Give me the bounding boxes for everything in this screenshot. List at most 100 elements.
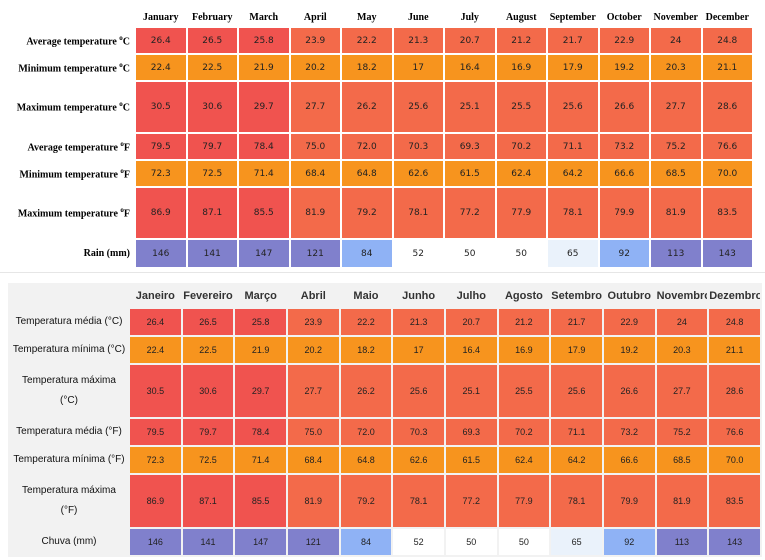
value-cell: 22.4 (130, 337, 181, 363)
value-cell: 72.5 (182, 447, 234, 473)
value-cell: 19.2 (603, 337, 655, 363)
value-cell: 141 (182, 529, 234, 555)
value-cell: 70.0 (709, 447, 760, 473)
value-cell: 72.0 (342, 134, 392, 159)
value-cell: 61.5 (445, 161, 495, 186)
value-cell: 69.3 (445, 419, 497, 445)
value-cell: 66.6 (603, 447, 655, 473)
value-cell: 79.7 (187, 134, 237, 159)
value-cell: 72.3 (130, 447, 181, 473)
value-cell: 65 (551, 529, 602, 555)
value-cell: 24 (656, 309, 708, 335)
value-cell: 75.0 (287, 419, 339, 445)
row-rain: Rain (mm) 146 141 147 121 84 52 50 50 65 92 113 143 (2, 240, 752, 267)
value-cell: 92 (603, 529, 655, 555)
value-cell: 24.8 (709, 309, 760, 335)
row-label: Temperatura média (°C) (10, 309, 128, 335)
header-row: Janeiro Fevereiro Março Abril Maio Junho Julho… (10, 285, 760, 307)
value-cell: 21.7 (551, 309, 602, 335)
month-header: February (187, 8, 237, 26)
value-cell: 29.7 (239, 82, 289, 132)
value-cell: 64.8 (342, 161, 392, 186)
month-header: Outubro (603, 285, 655, 307)
row-label: Temperatura máxima (°F) (10, 475, 128, 527)
value-cell: 147 (239, 240, 289, 267)
value-cell: 50 (498, 529, 550, 555)
month-header: August (496, 8, 546, 26)
row-label: Average temperature oC (2, 28, 134, 53)
value-cell: 70.2 (496, 134, 546, 159)
value-cell: 26.2 (340, 365, 392, 417)
month-header: Agosto (498, 285, 550, 307)
value-cell: 26.5 (187, 28, 237, 53)
value-cell: 77.9 (498, 475, 550, 527)
value-cell: 50 (445, 240, 495, 267)
value-cell: 17 (393, 55, 443, 80)
value-cell: 23.9 (287, 309, 339, 335)
row-temperatura-maxima-c: Temperatura máxima (°C) 30.5 30.6 29.7 27.7 2… (10, 365, 760, 417)
value-cell: 64.8 (340, 447, 392, 473)
value-cell: 22.2 (342, 28, 392, 53)
value-cell: 121 (290, 240, 340, 267)
value-cell: 81.9 (651, 188, 701, 238)
row-chuva: Chuva (mm) 146 141 147 121 84 52 50 50 65 92 113 14… (10, 529, 760, 555)
value-cell: 26.5 (182, 309, 234, 335)
month-header: March (239, 8, 289, 26)
value-cell: 30.6 (182, 365, 234, 417)
value-cell: 20.7 (445, 309, 497, 335)
value-cell: 50 (445, 529, 497, 555)
value-cell: 85.5 (239, 188, 289, 238)
header-row: January February March April May June July Augu… (2, 8, 752, 26)
value-cell: 79.9 (599, 188, 649, 238)
month-header: Setembro (551, 285, 602, 307)
value-cell: 27.7 (656, 365, 708, 417)
value-cell: 23.9 (290, 28, 340, 53)
value-cell: 17 (393, 337, 444, 363)
value-cell: 27.7 (290, 82, 340, 132)
row-average-temperature-f: Average temperature oF 79.5 79.7 78.4 75.0 7… (2, 134, 752, 159)
value-cell: 78.4 (239, 134, 289, 159)
value-cell: 17.9 (551, 337, 602, 363)
month-header: July (445, 8, 495, 26)
value-cell: 71.1 (551, 419, 602, 445)
row-temperatura-maxima-f: Temperatura máxima (°F) 86.9 87.1 85.5 81.9 7… (10, 475, 760, 527)
value-cell: 83.5 (702, 188, 752, 238)
value-cell: 85.5 (235, 475, 286, 527)
value-cell: 79.5 (136, 134, 186, 159)
month-header: September (548, 8, 598, 26)
month-header: Março (235, 285, 286, 307)
month-header: June (393, 8, 443, 26)
value-cell: 70.2 (498, 419, 550, 445)
value-cell: 78.1 (551, 475, 602, 527)
value-cell: 20.3 (656, 337, 708, 363)
value-cell: 50 (496, 240, 546, 267)
value-cell: 78.4 (235, 419, 286, 445)
row-label: Temperatura média (°F) (10, 419, 128, 445)
value-cell: 24.8 (702, 28, 752, 53)
value-cell: 75.2 (651, 134, 701, 159)
corner-cell (10, 285, 128, 307)
value-cell: 70.3 (393, 134, 443, 159)
row-temperatura-minima-c: Temperatura mínima (°C) 22.4 22.5 21.9 20.2… (10, 337, 760, 363)
value-cell: 66.6 (599, 161, 649, 186)
value-cell: 20.7 (445, 28, 495, 53)
value-cell: 78.1 (548, 188, 598, 238)
row-label: Minimum temperature oF (2, 161, 134, 186)
value-cell: 146 (130, 529, 181, 555)
value-cell: 113 (656, 529, 708, 555)
row-minimum-temperature-f: Minimum temperature oF 72.3 72.5 71.4 68.4 6… (2, 161, 752, 186)
value-cell: 29.7 (235, 365, 286, 417)
value-cell: 87.1 (187, 188, 237, 238)
value-cell: 79.7 (182, 419, 234, 445)
value-cell: 68.4 (287, 447, 339, 473)
value-cell: 21.9 (235, 337, 286, 363)
month-header: Abril (287, 285, 339, 307)
value-cell: 146 (136, 240, 186, 267)
value-cell: 147 (235, 529, 286, 555)
value-cell: 62.6 (393, 447, 444, 473)
value-cell: 62.4 (498, 447, 550, 473)
value-cell: 73.2 (599, 134, 649, 159)
value-cell: 81.9 (290, 188, 340, 238)
value-cell: 21.3 (393, 28, 443, 53)
month-header: Janeiro (130, 285, 181, 307)
